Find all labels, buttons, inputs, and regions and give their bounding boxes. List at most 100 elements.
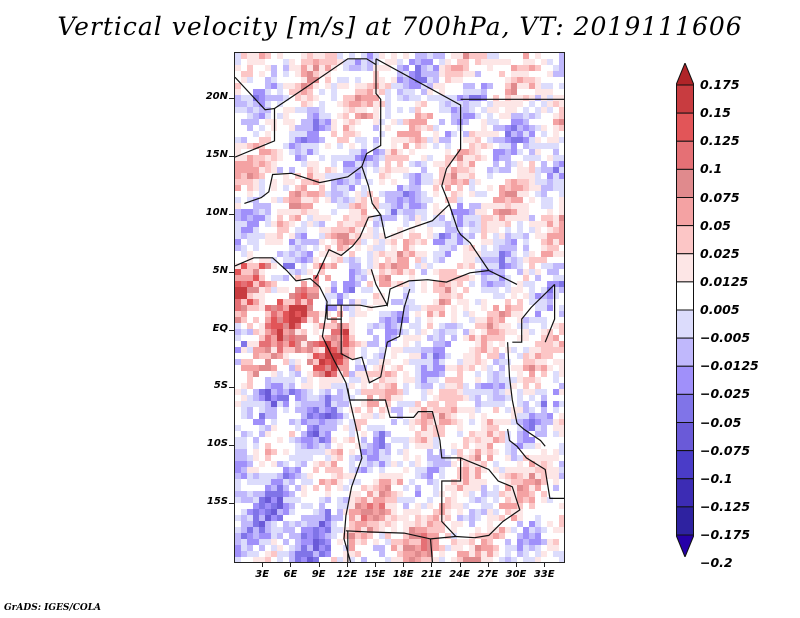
field-cell bbox=[451, 377, 457, 383]
velocity-field bbox=[235, 53, 564, 562]
field-cell bbox=[427, 515, 433, 521]
field-cell bbox=[523, 389, 529, 395]
field-cell bbox=[553, 401, 559, 407]
field-cell bbox=[325, 467, 331, 473]
field-cell bbox=[445, 137, 451, 143]
field-cell bbox=[247, 299, 253, 305]
field-cell bbox=[451, 491, 457, 497]
field-cell bbox=[295, 323, 301, 329]
field-cell bbox=[511, 89, 517, 95]
field-cell bbox=[535, 317, 541, 323]
field-cell bbox=[541, 317, 547, 323]
field-cell bbox=[355, 107, 361, 113]
field-cell bbox=[469, 275, 475, 281]
field-cell bbox=[349, 383, 355, 389]
field-cell bbox=[331, 197, 337, 203]
field-cell bbox=[541, 323, 547, 329]
field-cell bbox=[247, 371, 253, 377]
field-cell bbox=[331, 179, 337, 185]
field-cell bbox=[313, 65, 319, 71]
field-cell bbox=[445, 161, 451, 167]
field-cell bbox=[277, 299, 283, 305]
field-cell bbox=[517, 551, 523, 557]
field-cell bbox=[529, 461, 535, 467]
field-cell bbox=[241, 161, 247, 167]
field-cell bbox=[379, 479, 385, 485]
field-cell bbox=[439, 293, 445, 299]
field-cell bbox=[523, 557, 529, 562]
field-cell bbox=[463, 215, 469, 221]
field-cell bbox=[331, 329, 337, 335]
field-cell bbox=[493, 101, 499, 107]
field-cell bbox=[259, 461, 265, 467]
field-cell bbox=[517, 233, 523, 239]
field-cell bbox=[373, 515, 379, 521]
field-cell bbox=[355, 521, 361, 527]
field-cell bbox=[361, 461, 367, 467]
field-cell bbox=[541, 299, 547, 305]
field-cell bbox=[553, 425, 559, 431]
field-cell bbox=[241, 269, 247, 275]
field-cell bbox=[517, 521, 523, 527]
field-cell bbox=[541, 89, 547, 95]
field-cell bbox=[523, 329, 529, 335]
field-cell bbox=[535, 83, 541, 89]
field-cell bbox=[445, 407, 451, 413]
field-cell bbox=[559, 473, 564, 479]
field-cell bbox=[283, 197, 289, 203]
field-cell bbox=[559, 83, 564, 89]
field-cell bbox=[373, 245, 379, 251]
field-cell bbox=[343, 287, 349, 293]
field-cell bbox=[439, 383, 445, 389]
field-cell bbox=[403, 545, 409, 551]
field-cell bbox=[415, 65, 421, 71]
field-cell bbox=[247, 533, 253, 539]
field-cell bbox=[409, 203, 415, 209]
field-cell bbox=[529, 161, 535, 167]
field-cell bbox=[541, 365, 547, 371]
field-cell bbox=[307, 149, 313, 155]
field-cell bbox=[283, 377, 289, 383]
field-cell bbox=[547, 419, 553, 425]
field-cell bbox=[523, 497, 529, 503]
field-cell bbox=[469, 545, 475, 551]
field-cell bbox=[511, 263, 517, 269]
field-cell bbox=[313, 509, 319, 515]
field-cell bbox=[403, 371, 409, 377]
field-cell bbox=[481, 557, 487, 562]
field-cell bbox=[343, 113, 349, 119]
field-cell bbox=[553, 167, 559, 173]
field-cell bbox=[457, 293, 463, 299]
field-cell bbox=[493, 419, 499, 425]
field-cell bbox=[457, 101, 463, 107]
field-cell bbox=[325, 347, 331, 353]
field-cell bbox=[391, 557, 397, 562]
field-cell bbox=[553, 125, 559, 131]
field-cell bbox=[379, 383, 385, 389]
field-cell bbox=[469, 155, 475, 161]
field-cell bbox=[451, 503, 457, 509]
field-cell bbox=[277, 167, 283, 173]
field-cell bbox=[553, 287, 559, 293]
field-cell bbox=[271, 449, 277, 455]
field-cell bbox=[559, 101, 564, 107]
field-cell bbox=[259, 407, 265, 413]
field-cell bbox=[505, 191, 511, 197]
field-cell bbox=[547, 143, 553, 149]
field-cell bbox=[301, 197, 307, 203]
field-cell bbox=[391, 53, 397, 59]
field-cell bbox=[373, 137, 379, 143]
field-cell bbox=[559, 347, 564, 353]
field-cell bbox=[505, 245, 511, 251]
field-cell bbox=[259, 539, 265, 545]
field-cell bbox=[463, 557, 469, 562]
field-cell bbox=[421, 203, 427, 209]
field-cell bbox=[355, 539, 361, 545]
field-cell bbox=[307, 209, 313, 215]
field-cell bbox=[487, 83, 493, 89]
field-cell bbox=[523, 215, 529, 221]
field-cell bbox=[307, 473, 313, 479]
field-cell bbox=[349, 455, 355, 461]
field-cell bbox=[307, 137, 313, 143]
field-cell bbox=[343, 107, 349, 113]
